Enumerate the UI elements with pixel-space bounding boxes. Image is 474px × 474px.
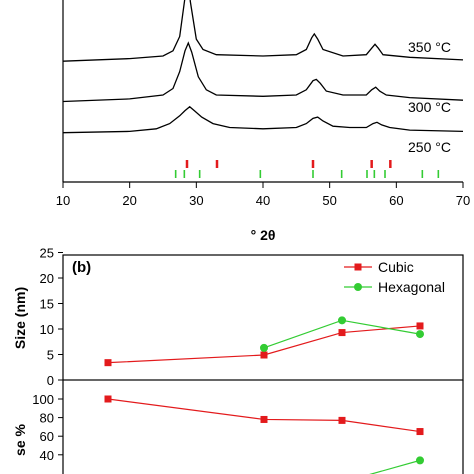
series-line-hexagonal	[369, 459, 421, 474]
x-tick-label: 20	[122, 193, 136, 208]
panel-label-b: (b)	[72, 259, 91, 276]
legend-marker	[354, 283, 362, 291]
xrd-curve-label: 350 °C	[408, 39, 451, 55]
data-point-cubic	[104, 359, 112, 367]
xrd-curve-0	[62, 0, 464, 62]
xrd-x-ticks: 10 20 30 40 50 60 70	[56, 182, 470, 208]
data-point-hexagonal	[416, 330, 424, 339]
y-tick-label: 5	[47, 348, 54, 363]
phase-y-ticks: 40 60 80 100	[32, 392, 63, 463]
size-plot-frame	[62, 254, 464, 381]
data-point-cubic	[260, 351, 268, 359]
xrd-panel: 350 °C 300 °C 250 °C 10 20 30 40 50 60 70 ° 2θ	[56, 0, 470, 243]
y-tick-label: 20	[40, 271, 54, 286]
reference-markers	[174, 160, 440, 178]
size-panel: (b) 0 5 10 15 20 25 Size (nm) Cubic Hexagonal	[12, 246, 464, 388]
data-point-hexagonal	[338, 316, 346, 325]
y-tick-label: 100	[32, 392, 54, 407]
y-tick-label: 15	[40, 297, 54, 312]
xrd-curve-label: 300 °C	[408, 99, 451, 115]
phase-series	[104, 395, 424, 474]
size-y-axis-label: Size (nm)	[12, 287, 28, 349]
x-tick-label: 30	[189, 193, 203, 208]
x-tick-label: 50	[322, 193, 336, 208]
data-point-cubic	[338, 416, 346, 424]
y-tick-label: 60	[40, 429, 54, 444]
x-tick-label: 10	[56, 193, 70, 208]
phase-y-axis-label: se %	[12, 423, 28, 455]
xrd-curve-label: 250 °C	[408, 139, 451, 155]
size-y-ticks: 0 5 10 15 20 25	[40, 246, 63, 388]
series-line-cubic	[107, 325, 421, 364]
legend-label: Hexagonal	[378, 279, 445, 295]
phase-panel: 40 60 80 100 se %	[12, 380, 464, 474]
xrd-x-axis-label: ° 2θ	[251, 227, 276, 243]
data-point-hexagonal	[260, 343, 268, 352]
data-point-cubic	[416, 428, 424, 436]
data-point-cubic	[104, 395, 112, 403]
data-point-cubic	[260, 415, 268, 423]
y-tick-label: 80	[40, 411, 54, 426]
x-tick-label: 40	[256, 193, 270, 208]
y-tick-label: 0	[47, 373, 54, 388]
x-tick-label: 70	[456, 193, 470, 208]
legend: Cubic Hexagonal	[344, 259, 445, 295]
size-series	[104, 316, 424, 367]
y-tick-label: 25	[40, 246, 54, 261]
xrd-curves	[62, 0, 464, 134]
y-tick-label: 40	[40, 448, 54, 463]
y-tick-label: 10	[40, 322, 54, 337]
legend-marker	[354, 263, 362, 271]
data-point-cubic	[416, 322, 424, 330]
data-point-cubic	[338, 329, 346, 337]
x-tick-label: 60	[389, 193, 403, 208]
xrd-curve-2	[62, 105, 464, 134]
legend-label: Cubic	[378, 259, 414, 275]
xrd-curve-labels: 350 °C 300 °C 250 °C	[408, 39, 451, 155]
xrd-curve-1	[62, 41, 464, 103]
series-line-cubic	[107, 398, 421, 433]
